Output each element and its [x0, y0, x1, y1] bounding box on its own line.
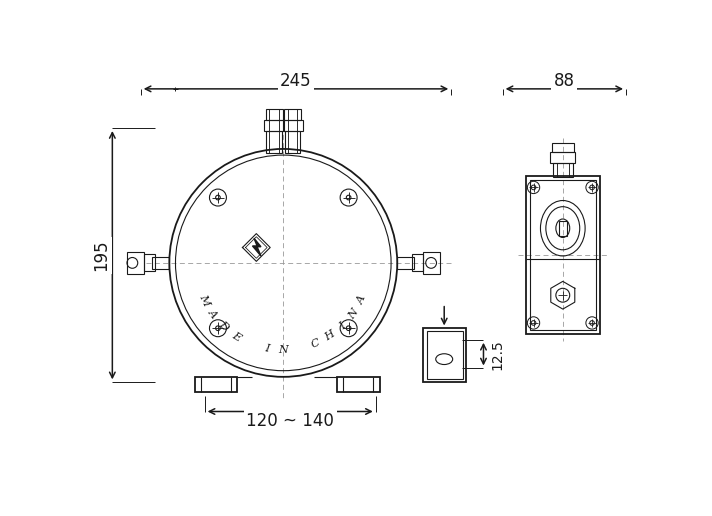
Text: 88: 88 [554, 72, 575, 90]
Bar [337, 377, 379, 392]
Bar [426, 331, 463, 379]
Bar [264, 120, 284, 131]
Bar [285, 131, 300, 153]
Text: 120 ~ 140: 120 ~ 140 [246, 412, 334, 430]
Text: 245: 245 [281, 72, 312, 90]
Text: 12.5: 12.5 [491, 339, 504, 369]
Bar [559, 220, 567, 236]
Bar [550, 152, 575, 163]
Text: 195: 195 [92, 239, 110, 271]
Text: N: N [278, 345, 288, 355]
Text: N: N [347, 307, 361, 321]
Bar [194, 377, 237, 392]
Polygon shape [253, 238, 261, 256]
Bar [424, 328, 466, 382]
Text: I: I [264, 343, 270, 353]
Text: C: C [310, 337, 321, 350]
Text: A: A [206, 308, 219, 320]
Text: M: M [197, 293, 211, 307]
Bar [397, 257, 414, 269]
Bar [266, 109, 283, 120]
Bar [530, 180, 596, 330]
Text: D: D [217, 319, 230, 333]
Text: H: H [323, 329, 337, 343]
Bar [552, 143, 574, 152]
Bar [266, 131, 282, 153]
Text: E: E [231, 330, 243, 343]
Bar [144, 254, 155, 271]
Bar [526, 176, 600, 334]
Bar [152, 257, 169, 269]
Bar [412, 254, 423, 271]
Bar [423, 252, 439, 273]
Bar [283, 120, 303, 131]
Bar [553, 163, 572, 176]
Bar [127, 252, 144, 273]
Bar [284, 109, 301, 120]
Text: I: I [338, 321, 348, 331]
Text: A: A [356, 294, 368, 305]
